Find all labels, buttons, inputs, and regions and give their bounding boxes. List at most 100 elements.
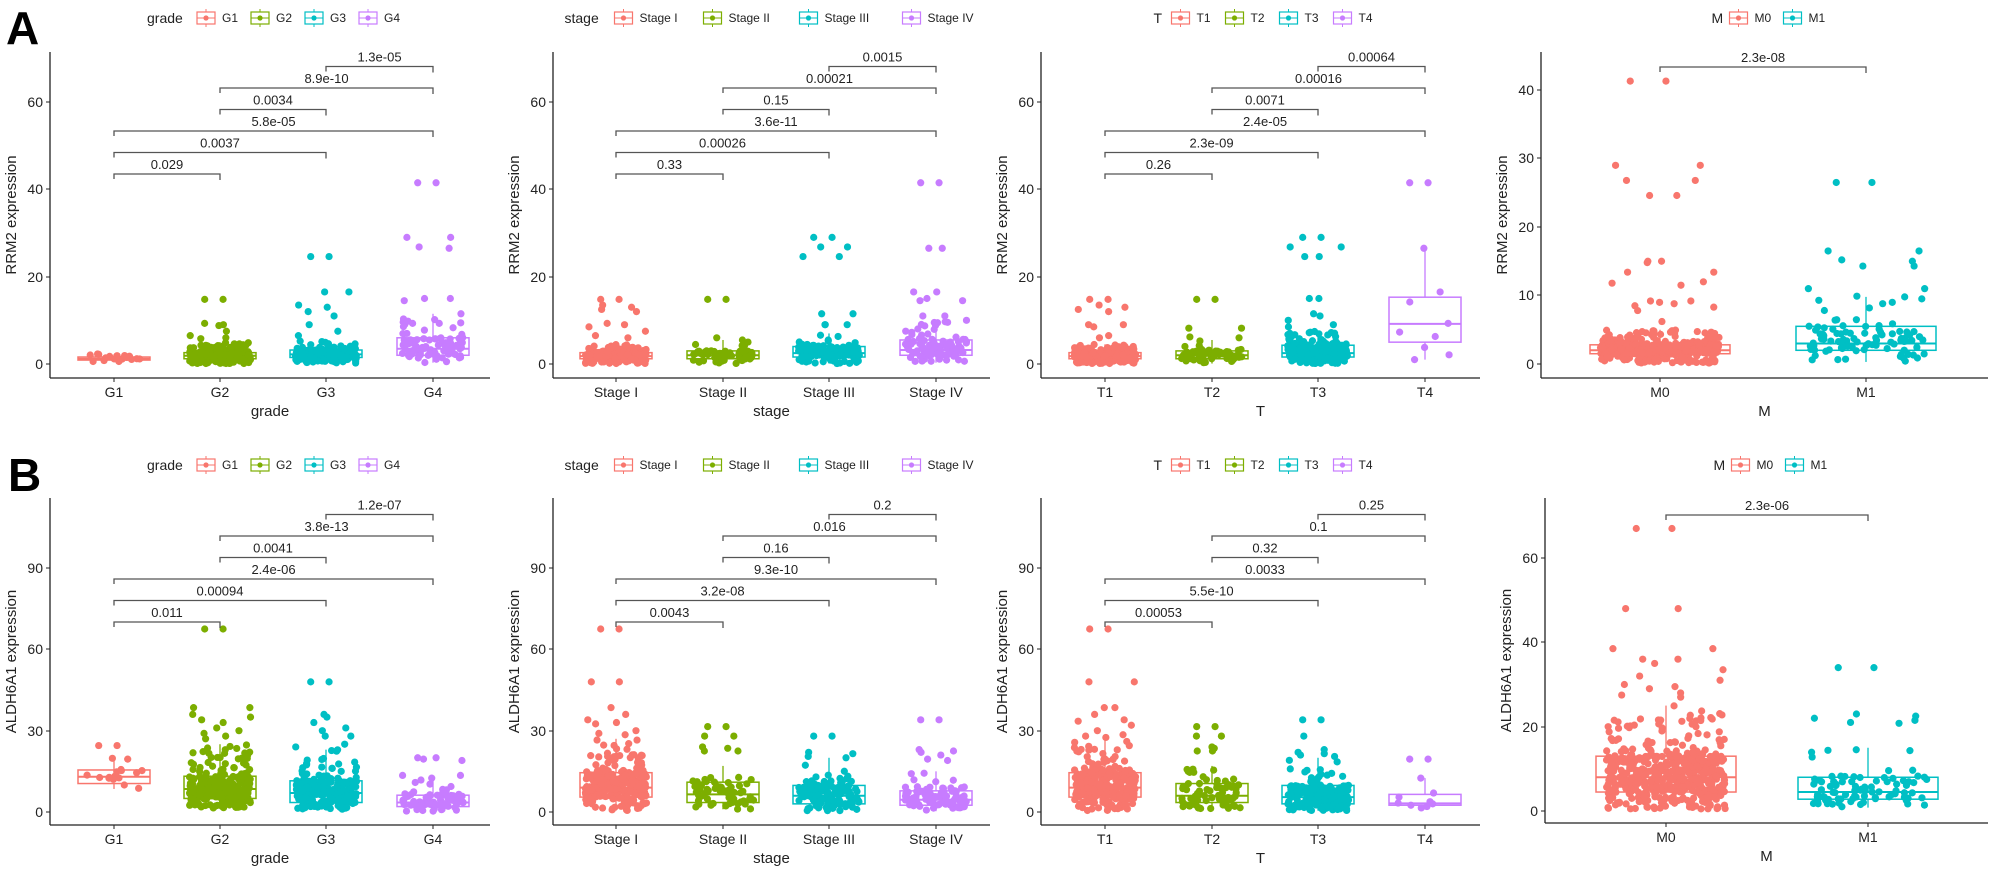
outlier-point	[1611, 161, 1620, 169]
legend-item[interactable]: G1	[196, 9, 238, 27]
data-point	[1645, 349, 1653, 357]
data-point	[610, 741, 618, 750]
data-point	[611, 761, 619, 770]
outlier-point	[1608, 279, 1616, 287]
outlier-point	[305, 321, 313, 329]
legend-item[interactable]: M0	[1730, 456, 1774, 474]
data-point	[935, 342, 943, 350]
points-stage-ii	[689, 295, 756, 368]
data-point	[411, 778, 419, 787]
outlier-point	[1677, 281, 1685, 289]
data-point	[208, 762, 217, 770]
x-tick-label: G2	[211, 831, 230, 847]
outlier-point	[804, 752, 812, 761]
outlier-point	[419, 755, 428, 763]
y-axis-title: ALDH6A1 expression	[3, 590, 20, 733]
data-point	[1084, 344, 1092, 352]
data-point	[426, 780, 434, 788]
points-t4	[1394, 755, 1438, 812]
legend-item[interactable]: G4	[358, 9, 400, 27]
data-point	[428, 350, 437, 358]
legend-item[interactable]: G2	[250, 456, 292, 474]
outlier-point	[1901, 293, 1909, 301]
legend-item[interactable]: G3	[304, 9, 346, 27]
outlier-point	[1657, 257, 1666, 265]
legend-item[interactable]: T4	[1332, 456, 1373, 474]
legend-item[interactable]: T2	[1224, 9, 1265, 27]
data-point	[300, 773, 308, 781]
legend-item[interactable]: G2	[250, 9, 292, 27]
data-point	[1102, 800, 1111, 808]
legend-item[interactable]: M1	[1784, 456, 1828, 474]
data-point	[455, 790, 463, 798]
data-point	[703, 347, 711, 355]
data-point	[1121, 768, 1129, 776]
data-point	[217, 790, 225, 798]
significance-bracket: 0.00094	[113, 584, 327, 607]
legend-item[interactable]: G3	[304, 456, 346, 474]
data-point	[245, 358, 253, 367]
data-point	[1291, 355, 1299, 363]
data-point	[399, 323, 408, 331]
outlier-point	[1320, 750, 1328, 758]
data-point	[1820, 324, 1828, 332]
legend-item[interactable]: T3	[1278, 456, 1319, 474]
data-point	[584, 786, 592, 795]
outlier-point	[935, 179, 943, 187]
data-point	[1103, 806, 1112, 814]
data-point	[431, 335, 440, 343]
legend-item[interactable]: Stage I	[613, 456, 678, 474]
data-point	[603, 752, 612, 760]
legend-key-point	[620, 462, 627, 468]
legend-item[interactable]: G4	[358, 456, 400, 474]
legend-item[interactable]: M1	[1782, 9, 1826, 27]
legend-item[interactable]: Stage II	[702, 9, 770, 27]
legend-item[interactable]: Stage IV	[901, 9, 974, 27]
data-point	[601, 792, 610, 801]
legend-item[interactable]: T4	[1332, 9, 1373, 27]
points-t1	[1070, 625, 1140, 815]
data-point	[221, 760, 229, 768]
bracket-line	[722, 556, 830, 564]
data-point	[1289, 783, 1297, 791]
legend-item[interactable]: Stage III	[798, 456, 870, 474]
data-point	[295, 789, 303, 798]
data-point	[1622, 349, 1631, 357]
legend-label: Stage III	[825, 11, 870, 25]
data-point	[1311, 359, 1319, 367]
y-tick-label: 60	[1018, 641, 1034, 657]
data-point	[323, 778, 331, 786]
outlier-point	[198, 716, 206, 724]
significance-bracket: 0.16	[722, 541, 830, 564]
outlier-point	[1193, 747, 1201, 755]
data-point	[1089, 349, 1097, 357]
data-point	[1233, 352, 1241, 360]
data-point	[707, 800, 715, 808]
legend-item[interactable]: Stage IV	[901, 456, 974, 474]
data-point	[925, 786, 933, 794]
legend-item[interactable]: Stage II	[702, 456, 770, 474]
x-axis-title: M	[1758, 403, 1771, 420]
legend-key-point	[203, 15, 209, 21]
legend-key-point	[1177, 462, 1184, 468]
p-value-label: 1.2e-07	[357, 498, 401, 513]
bracket-line	[1211, 556, 1319, 564]
legend-item[interactable]: Stage III	[798, 9, 870, 27]
data-point	[1120, 757, 1129, 765]
legend-item[interactable]: T2	[1224, 456, 1265, 474]
points-m1	[1804, 178, 1929, 365]
legend-item[interactable]: T1	[1170, 9, 1211, 27]
legend-item[interactable]: M0	[1728, 9, 1772, 27]
x-tick-label: T2	[1204, 831, 1221, 847]
legend-item[interactable]: T3	[1278, 9, 1319, 27]
data-point	[637, 802, 645, 810]
legend-item[interactable]: T1	[1170, 456, 1211, 474]
outlier-point	[246, 713, 255, 721]
outlier-point	[615, 295, 623, 303]
outlier-point	[916, 297, 924, 305]
legend: T T1 T2 T3 T4	[1154, 9, 1373, 27]
legend-title: T	[1154, 10, 1163, 26]
data-point	[909, 794, 917, 802]
legend-item[interactable]: Stage I	[613, 9, 678, 27]
legend-item[interactable]: G1	[196, 456, 238, 474]
